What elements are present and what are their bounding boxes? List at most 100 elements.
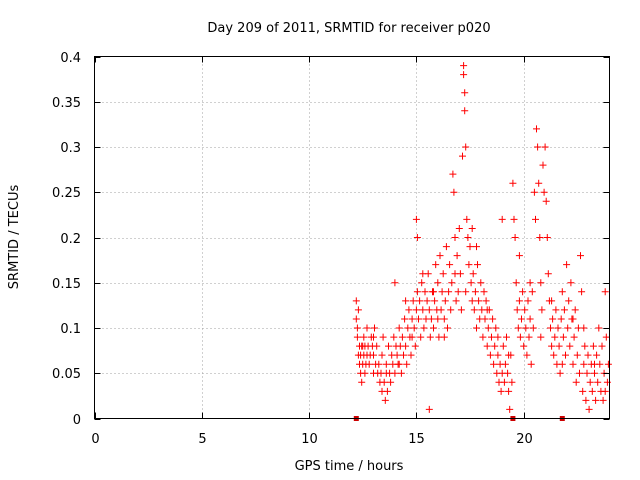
data-point (412, 306, 420, 314)
data-point (403, 360, 411, 368)
data-point (543, 234, 551, 241)
data-point (452, 297, 460, 305)
data-point (569, 315, 577, 323)
data-point (509, 179, 517, 187)
data-point (408, 333, 416, 341)
data-point (431, 297, 439, 305)
data-point (518, 315, 525, 323)
data-point (434, 279, 442, 287)
data-point (393, 351, 401, 359)
y-axis-label: SRMTID / TECUs (7, 185, 22, 290)
data-point (471, 288, 479, 296)
data-point (461, 89, 469, 97)
data-point (548, 342, 556, 350)
data-point (446, 261, 454, 269)
data-point (473, 324, 480, 332)
data-point (467, 279, 475, 287)
data-point (456, 270, 464, 278)
data-point (555, 342, 563, 350)
data-point (526, 279, 534, 287)
data-point (494, 333, 502, 341)
data-point (451, 234, 459, 241)
data-point (370, 351, 377, 359)
data-point (481, 315, 489, 323)
data-point (371, 324, 378, 332)
data-point (411, 342, 419, 350)
data-point (359, 342, 367, 350)
data-point (483, 306, 491, 314)
data-point (549, 315, 557, 323)
data-point (450, 188, 458, 196)
data-point (423, 297, 431, 305)
data-point (504, 369, 512, 377)
data-point (419, 270, 427, 278)
data-point (565, 297, 573, 305)
data-point (548, 297, 556, 305)
data-point (584, 351, 592, 359)
data-point (503, 333, 510, 341)
y-tick-label: 0.3 (60, 141, 81, 156)
data-point (380, 378, 388, 386)
data-point (601, 288, 609, 296)
data-point (536, 234, 544, 241)
x-tick-label: 0 (91, 432, 99, 447)
data-point (571, 306, 579, 314)
data-point (508, 378, 516, 386)
y-tick-label: 0.35 (52, 96, 81, 111)
data-point (578, 288, 586, 296)
data-point (391, 369, 399, 377)
data-point (505, 387, 513, 395)
data-point (525, 333, 533, 341)
data-point (538, 306, 546, 314)
data-point (533, 125, 540, 133)
data-point (361, 369, 369, 377)
data-point (489, 315, 497, 323)
data-point (585, 405, 593, 413)
data-point (527, 360, 535, 368)
data-point (363, 324, 371, 332)
data-point (453, 252, 461, 260)
data-point (475, 297, 483, 305)
data-point (573, 351, 581, 359)
data-point (412, 215, 420, 223)
data-point (401, 315, 409, 323)
data-point (379, 333, 387, 341)
data-point (430, 288, 437, 296)
data-point (444, 324, 451, 332)
data-point (464, 234, 472, 241)
data-point (488, 333, 495, 341)
data-point (382, 369, 390, 377)
data-point (529, 324, 537, 332)
data-point (559, 333, 567, 341)
data-point (383, 387, 391, 395)
data-point (589, 342, 597, 350)
data-point (593, 351, 601, 359)
data-point (420, 324, 428, 332)
data-point (535, 179, 543, 187)
data-point (391, 279, 399, 287)
data-point (556, 369, 564, 377)
data-point (440, 333, 448, 341)
data-point (459, 152, 466, 160)
data-point (528, 288, 536, 296)
data-point (544, 270, 552, 278)
data-point (468, 225, 476, 232)
data-point (455, 225, 463, 232)
data-point (506, 405, 514, 413)
data-point (563, 261, 571, 269)
data-point (557, 315, 565, 323)
data-point (516, 333, 524, 341)
data-point (560, 306, 568, 314)
data-point (523, 351, 531, 359)
data-point (497, 387, 505, 395)
data-point (461, 107, 469, 115)
data-point (440, 315, 448, 323)
data-point (602, 333, 610, 341)
data-point (484, 324, 492, 332)
data-point (530, 188, 538, 196)
data-point (537, 279, 545, 287)
data-point (430, 324, 437, 332)
data-point (404, 324, 412, 332)
data-point (594, 378, 602, 386)
x-axis-label: GPS time / hours (295, 459, 404, 474)
